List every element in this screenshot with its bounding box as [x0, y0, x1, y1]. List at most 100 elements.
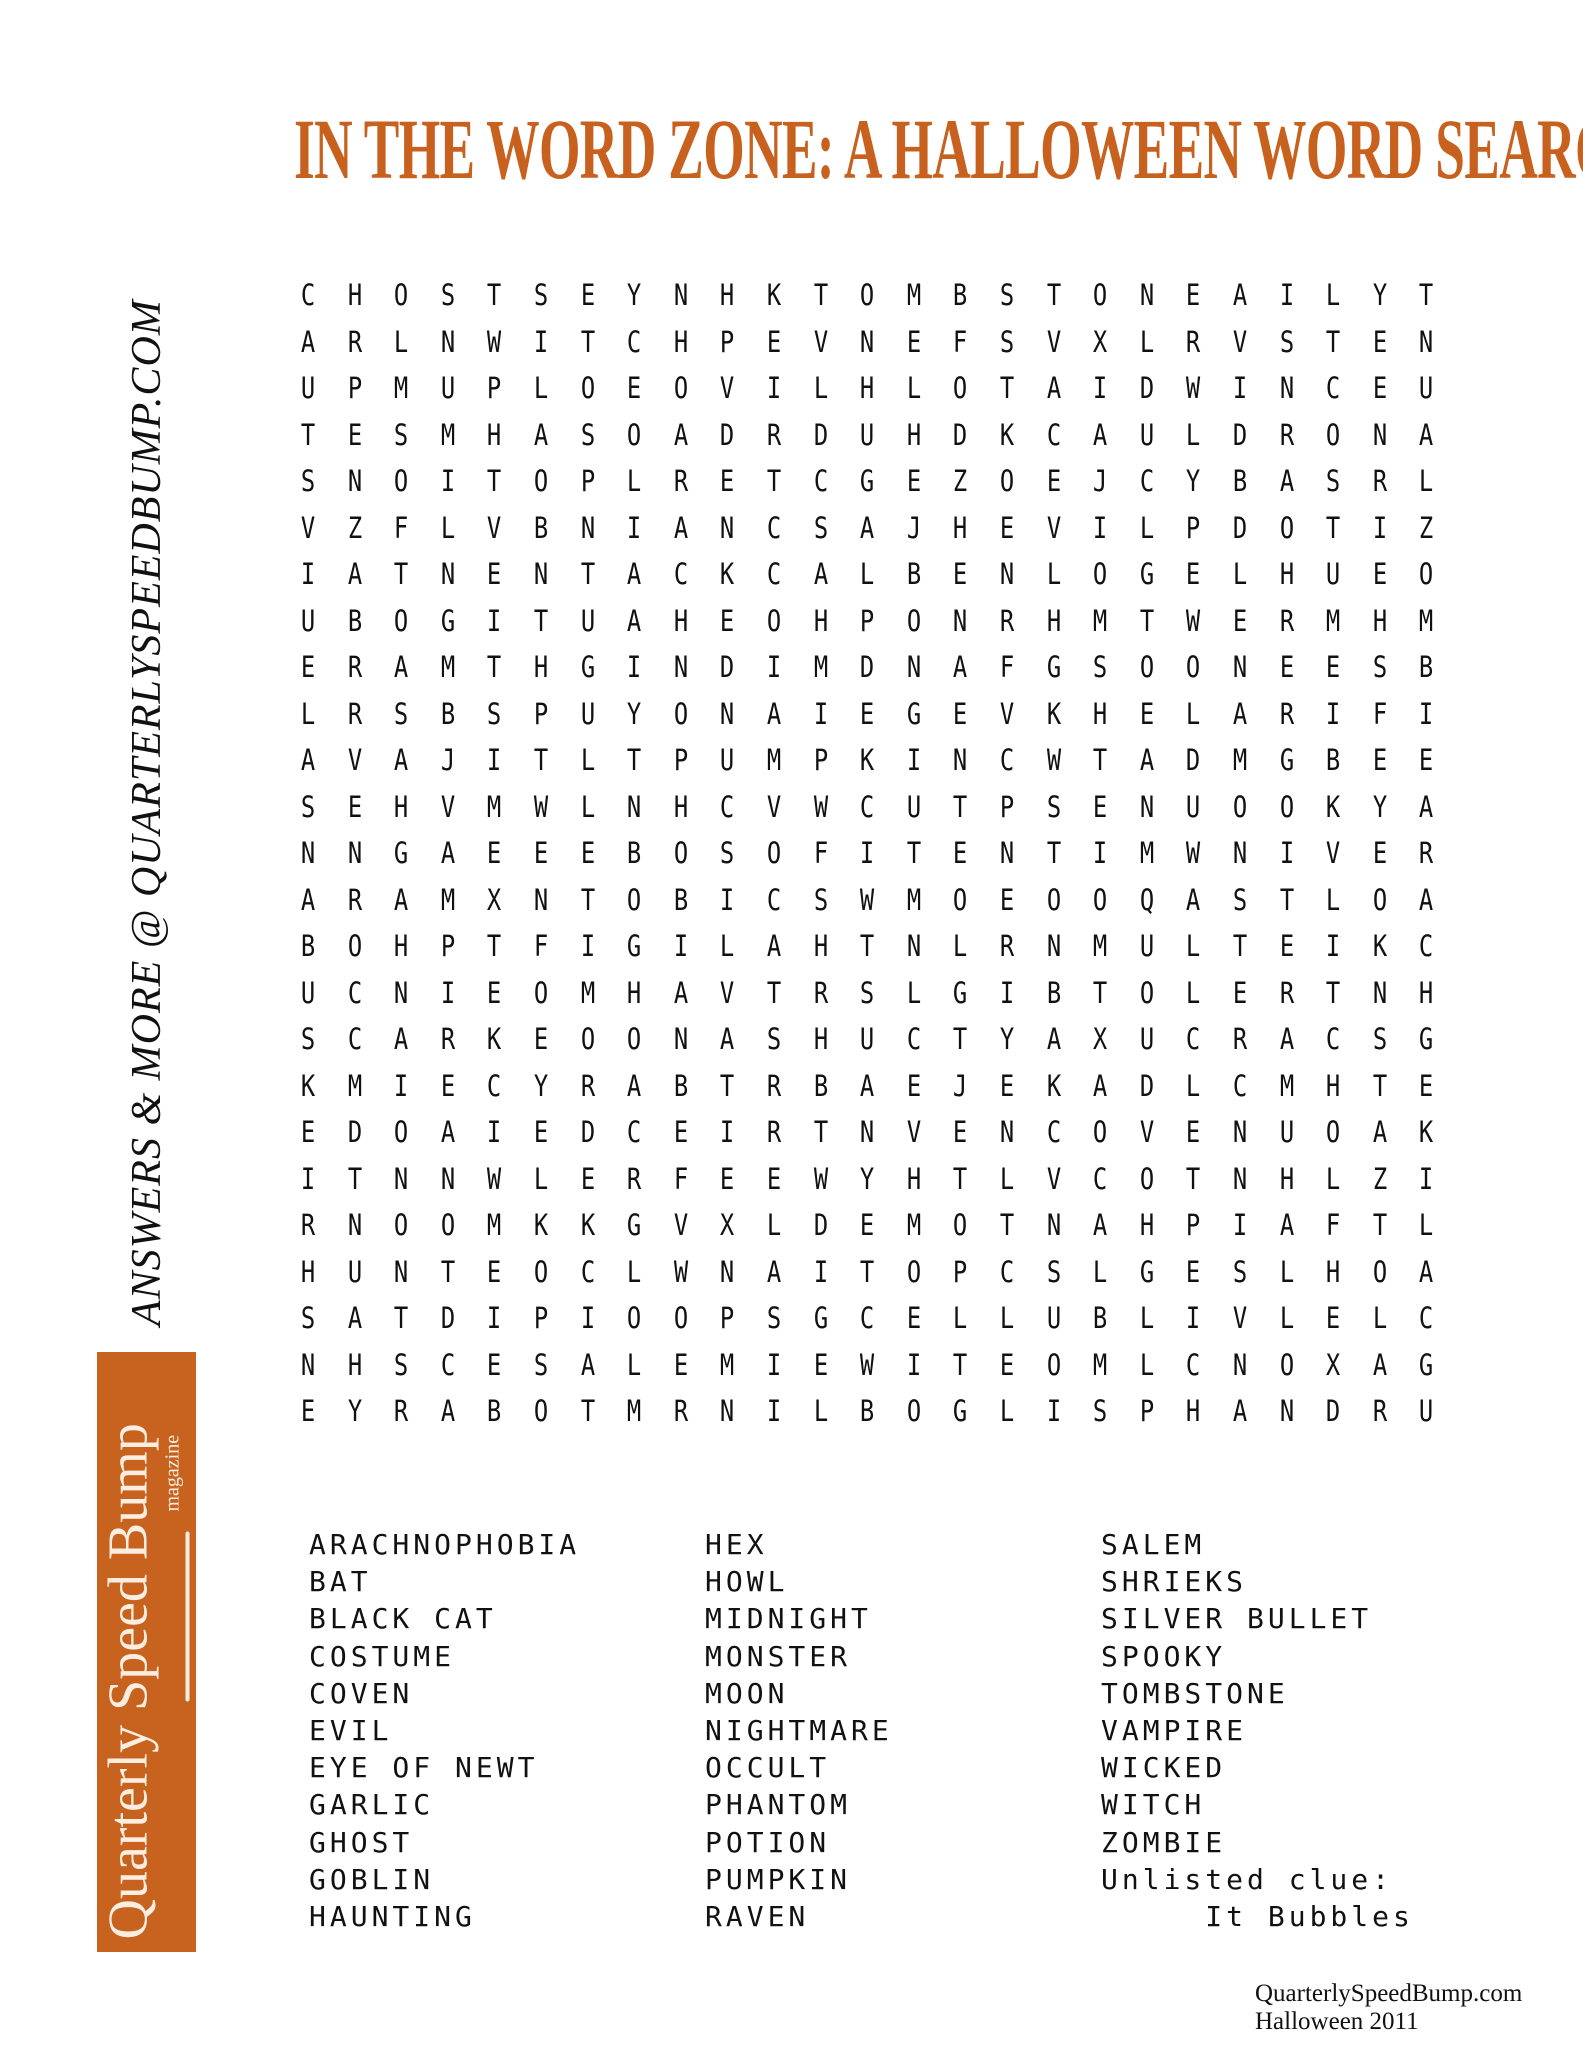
- grid-letter: C: [1046, 1115, 1061, 1149]
- grid-letter: M: [906, 278, 921, 312]
- grid-letter: A: [1093, 1208, 1108, 1242]
- grid-letter: H: [487, 417, 502, 452]
- grid-letter: A: [953, 650, 968, 684]
- grid-letter: G: [440, 603, 455, 638]
- grid-letter: R: [580, 1068, 595, 1103]
- grid-letter: T: [906, 836, 921, 870]
- grid-letter: S: [999, 324, 1015, 359]
- grid-letter: C: [906, 1022, 921, 1056]
- word-list-item: OCCULT: [705, 1751, 831, 1785]
- grid-letter: L: [533, 371, 549, 405]
- grid-letter: X: [1326, 1347, 1341, 1382]
- grid-letter: H: [1046, 603, 1061, 638]
- grid-letter: D: [440, 1301, 455, 1335]
- grid-letter: C: [999, 743, 1015, 777]
- grid-letter: G: [906, 696, 921, 731]
- grid-letter: P: [533, 696, 549, 731]
- grid-letter: M: [487, 1208, 502, 1242]
- grid-letter: F: [1372, 696, 1387, 731]
- grid-letter: U: [300, 371, 316, 405]
- logo-swoosh-icon: [185, 1531, 190, 1702]
- grid-letter: O: [906, 1394, 921, 1428]
- grid-letter: R: [673, 1394, 688, 1428]
- grid-letter: O: [1372, 1254, 1387, 1289]
- grid-letter: F: [999, 650, 1015, 684]
- grid-letter: O: [347, 929, 362, 963]
- grid-letter: C: [1186, 1347, 1201, 1382]
- grid-letter: S: [1326, 464, 1341, 498]
- word-list-item: WICKED: [1101, 1751, 1227, 1785]
- grid-letter: H: [720, 278, 735, 312]
- grid-letter: O: [627, 882, 642, 917]
- grid-letter: H: [1139, 1208, 1154, 1242]
- grid-letter: Y: [533, 1068, 549, 1103]
- grid-letter: I: [1046, 1394, 1061, 1428]
- grid-letter: D: [580, 1115, 595, 1149]
- word-list-item: WITCH: [1101, 1788, 1206, 1822]
- grid-letter: P: [813, 743, 828, 777]
- grid-letter: P: [999, 789, 1015, 824]
- grid-letter: G: [1046, 650, 1061, 684]
- grid-letter: S: [1046, 789, 1061, 824]
- grid-letter: E: [860, 696, 875, 731]
- grid-letter: E: [300, 1394, 316, 1428]
- grid-letter: H: [394, 789, 409, 824]
- grid-letter: W: [1186, 836, 1201, 870]
- grid-letter: T: [953, 1347, 968, 1382]
- grid-letter: U: [1139, 417, 1154, 452]
- grid-letter: L: [1139, 324, 1154, 359]
- grid-letter: H: [300, 1254, 316, 1289]
- grid-letter: E: [1372, 371, 1387, 405]
- grid-letter: B: [813, 1068, 828, 1103]
- grid-letter: C: [1139, 464, 1154, 498]
- grid-letter: T: [860, 1254, 875, 1289]
- grid-letter: N: [347, 1208, 362, 1242]
- grid-letter: C: [766, 557, 782, 591]
- grid-letter: T: [1093, 975, 1108, 1010]
- grid-letter: N: [860, 324, 875, 359]
- grid-letter: T: [1279, 882, 1294, 917]
- grid-letter: N: [1232, 1161, 1248, 1196]
- grid-letter: I: [440, 975, 455, 1010]
- grid-letter: L: [1093, 1254, 1108, 1289]
- grid-letter: H: [627, 975, 642, 1010]
- grid-letter: L: [1186, 417, 1201, 452]
- grid-letter: R: [1372, 464, 1387, 498]
- grid-letter: I: [906, 743, 921, 777]
- grid-letter: C: [1093, 1161, 1108, 1196]
- footer-site: QuarterlySpeedBump.com: [1255, 1980, 1523, 2007]
- grid-letter: O: [953, 371, 968, 405]
- grid-letter: M: [1093, 929, 1108, 963]
- grid-letter: L: [1279, 1254, 1294, 1289]
- grid-letter: M: [906, 1208, 921, 1242]
- word-list-item: RAVEN: [705, 1900, 810, 1934]
- grid-letter: O: [906, 603, 921, 638]
- grid-letter: T: [347, 1161, 362, 1196]
- grid-letter: U: [720, 743, 735, 777]
- grid-letter: T: [580, 882, 595, 917]
- grid-letter: N: [300, 836, 316, 870]
- grid-letter: T: [394, 1301, 409, 1335]
- grid-letter: E: [533, 1115, 549, 1149]
- grid-letter: Y: [627, 278, 642, 312]
- grid-letter: E: [1139, 696, 1154, 731]
- grid-letter: T: [580, 557, 595, 591]
- grid-letter: A: [1093, 1068, 1108, 1103]
- grid-letter: O: [533, 464, 549, 498]
- grid-letter: U: [580, 603, 595, 638]
- grid-letter: U: [347, 1254, 362, 1289]
- grid-letter: T: [533, 603, 549, 638]
- grid-letter: S: [300, 1022, 316, 1056]
- grid-letter: S: [720, 836, 735, 870]
- grid-letter: N: [440, 557, 455, 591]
- grid-letter: O: [1139, 650, 1154, 684]
- grid-letter: N: [440, 324, 455, 359]
- grid-letter: L: [720, 929, 735, 963]
- grid-letter: E: [1372, 324, 1387, 359]
- grid-letter: L: [1419, 1208, 1434, 1242]
- grid-letter: G: [1279, 743, 1294, 777]
- grid-letter: A: [1232, 696, 1248, 731]
- grid-letter: I: [673, 929, 688, 963]
- grid-letter: E: [533, 1022, 549, 1056]
- grid-letter: Z: [1372, 1161, 1387, 1196]
